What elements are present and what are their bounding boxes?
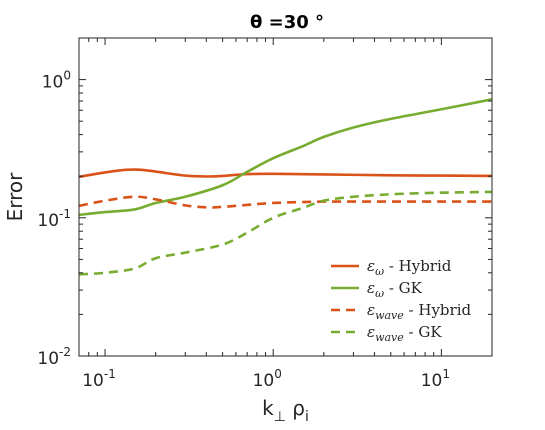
series-layer bbox=[78, 98, 493, 276]
legend-label-2: εω - GK bbox=[367, 279, 423, 300]
y-tick-label: 10-1 bbox=[37, 207, 71, 231]
y-tick-label: 10-2 bbox=[37, 345, 71, 369]
chart-title: θ =30 ° bbox=[250, 12, 324, 33]
legend-label-1: εω - Hybrid bbox=[367, 257, 452, 278]
axes-box bbox=[78, 37, 493, 357]
x-tick-label: 100 bbox=[253, 367, 282, 391]
series-line-4 bbox=[78, 190, 493, 276]
x-axis-label: k⊥ ρi bbox=[262, 396, 309, 425]
series-line-1 bbox=[78, 168, 493, 179]
x-tick-label: 101 bbox=[421, 367, 450, 391]
y-tick-label: 100 bbox=[42, 69, 71, 93]
series-line-3 bbox=[78, 195, 492, 209]
series-line-2 bbox=[78, 98, 493, 217]
legend-label-4: εwave - GK bbox=[367, 323, 442, 344]
legend-label-3: εwave - Hybrid bbox=[367, 301, 471, 322]
plot-background bbox=[79, 38, 492, 356]
y-axis-label: Error bbox=[3, 172, 27, 222]
axes: 10-1 100 101 10-2 10-1 100 bbox=[37, 37, 493, 391]
x-tick-label: 10-1 bbox=[82, 367, 116, 391]
plot-area bbox=[79, 38, 492, 356]
